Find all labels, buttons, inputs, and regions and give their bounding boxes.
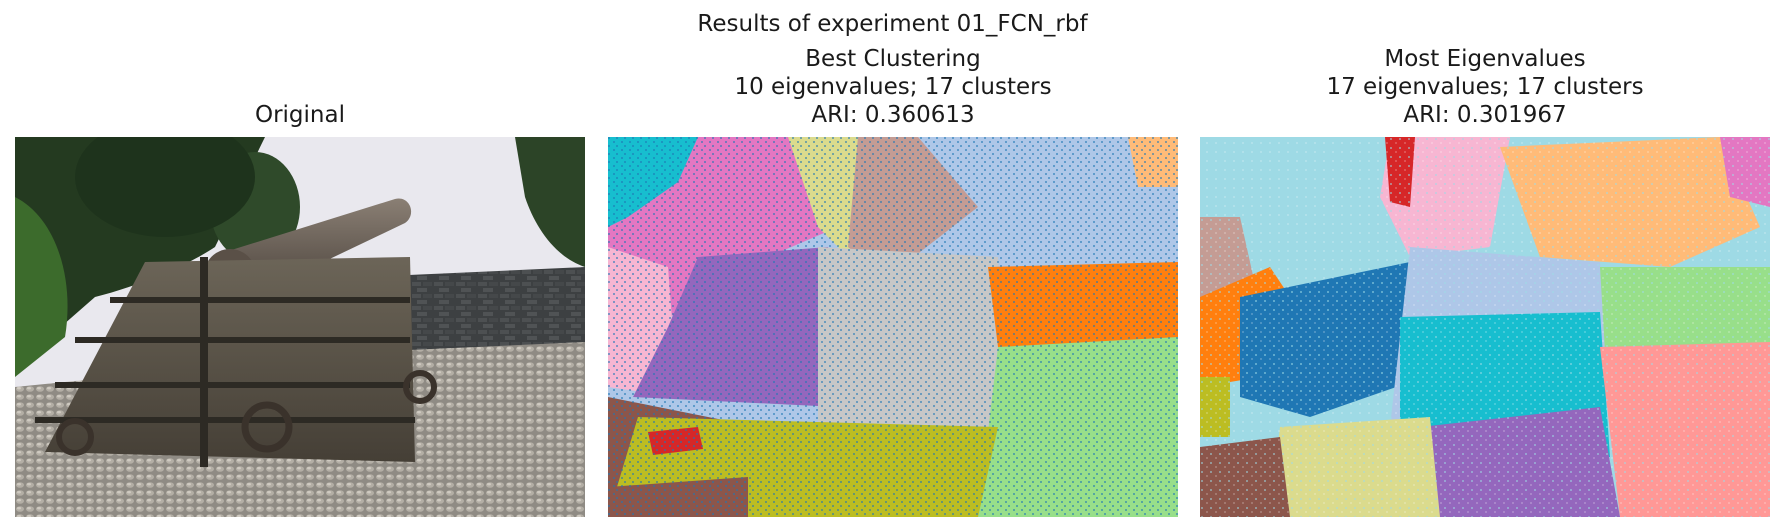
original-image — [15, 137, 585, 517]
title-line: Original — [254, 102, 345, 128]
title-line: ARI: 0.360613 — [811, 102, 975, 128]
title-line: 10 eigenvalues; 17 clusters — [734, 74, 1052, 100]
panel-title-best-clustering: Best Clustering 10 eigenvalues; 17 clust… — [608, 45, 1178, 129]
best-clustering-map — [608, 137, 1178, 517]
figure-suptitle: Results of experiment 01_FCN_rbf — [697, 11, 1088, 37]
segmentation-best — [608, 137, 1178, 517]
panel-title-original: Original — [15, 101, 585, 129]
cannon-photo — [15, 137, 585, 517]
segmentation-most — [1200, 137, 1770, 517]
title-line: 17 eigenvalues; 17 clusters — [1326, 74, 1644, 100]
title-line: Most Eigenvalues — [1384, 46, 1586, 72]
title-line: ARI: 0.301967 — [1403, 102, 1567, 128]
title-line: Best Clustering — [805, 46, 981, 72]
most-eigenvalues-map — [1200, 137, 1770, 517]
panel-title-most-eigenvalues: Most Eigenvalues 17 eigenvalues; 17 clus… — [1200, 45, 1770, 129]
